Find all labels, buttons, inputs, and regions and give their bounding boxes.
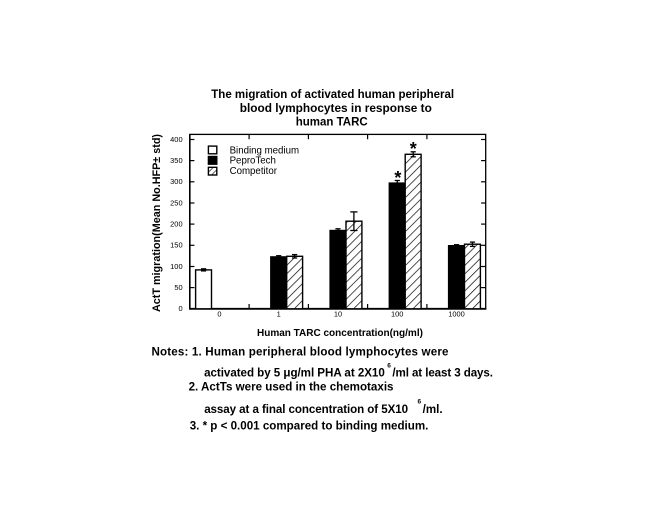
svg-text:2. ActTs were used in the chem: 2. ActTs were used in the chemotaxis — [189, 381, 394, 394]
svg-text:activated by 5 μg/ml PHA at 2X: activated by 5 μg/ml PHA at 2X10 — [204, 367, 385, 380]
svg-text:blood lymphocytes in response: blood lymphocytes in response to — [240, 101, 432, 115]
svg-text:1: 1 — [277, 310, 281, 319]
svg-text:250: 250 — [170, 198, 182, 207]
svg-text:6: 6 — [387, 363, 391, 370]
svg-text:Human TARC concentration(ng/ml: Human TARC concentration(ng/ml) — [257, 328, 423, 339]
svg-text:400: 400 — [170, 135, 182, 144]
svg-text:50: 50 — [174, 283, 182, 292]
svg-text:0: 0 — [178, 304, 182, 313]
svg-text:6: 6 — [418, 399, 422, 406]
svg-text:Binding medium: Binding medium — [230, 145, 299, 156]
svg-text:100: 100 — [391, 310, 403, 319]
svg-text:1000: 1000 — [448, 310, 465, 319]
svg-text:300: 300 — [170, 177, 182, 186]
svg-text:human TARC: human TARC — [296, 117, 368, 129]
svg-text:/ml.: /ml. — [423, 403, 443, 416]
svg-text:assay at a final concentration: assay at a final concentration of 5X10 — [204, 403, 408, 416]
svg-text:ActT migration(Mean No.HFP± st: ActT migration(Mean No.HFP± std) — [151, 134, 163, 312]
svg-text:10: 10 — [334, 310, 342, 319]
svg-text:*: * — [410, 139, 417, 159]
svg-text:150: 150 — [170, 241, 182, 250]
svg-text:0: 0 — [217, 310, 221, 319]
svg-text:3. * p < 0.001 compared to bin: 3. * p < 0.001 compared to binding mediu… — [190, 420, 429, 433]
svg-text:Notes: 1. Human peripheral blo: Notes: 1. Human peripheral blood lymphoc… — [152, 345, 449, 358]
svg-text:350: 350 — [170, 156, 182, 165]
svg-text:PeproTech: PeproTech — [230, 156, 276, 167]
svg-text:*: * — [394, 168, 401, 188]
svg-text:Competitor: Competitor — [230, 166, 278, 177]
svg-text:200: 200 — [170, 220, 182, 229]
svg-text:The migration of activated hum: The migration of activated human periphe… — [211, 89, 454, 101]
svg-text:100: 100 — [170, 262, 182, 271]
svg-text:/ml at least 3 days.: /ml at least 3 days. — [392, 367, 492, 380]
